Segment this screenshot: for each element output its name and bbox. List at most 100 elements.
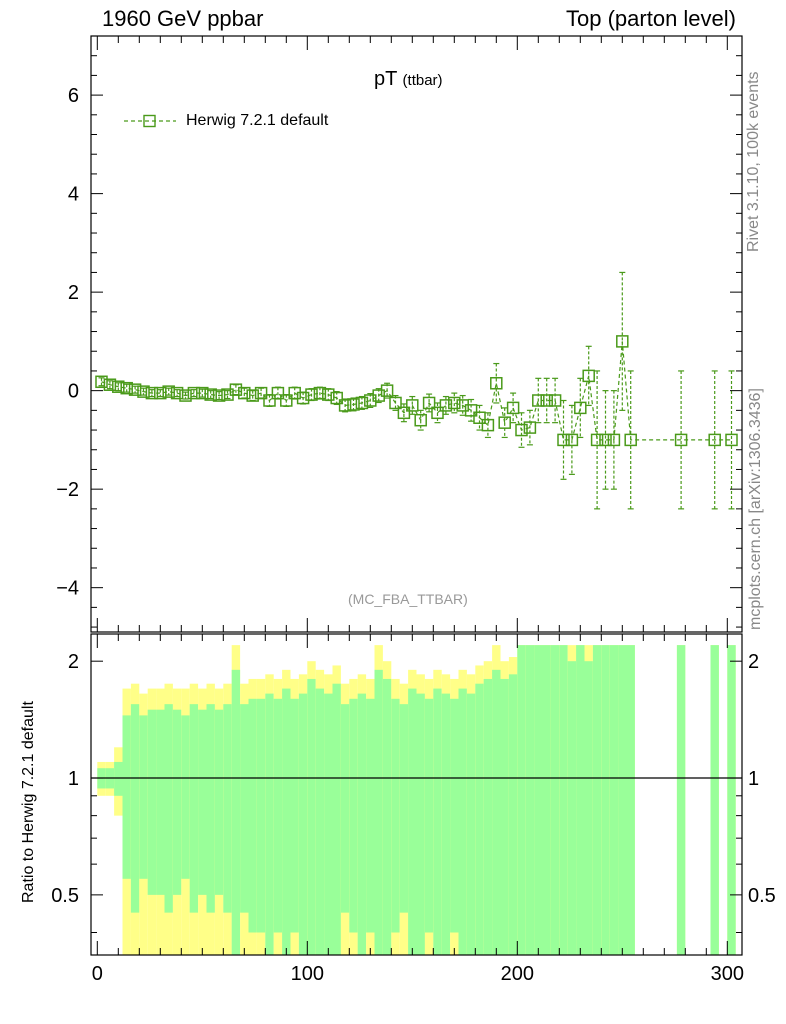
data-point [674, 433, 688, 447]
data-point [532, 394, 545, 407]
ratio-band-inner [156, 709, 165, 895]
plot-title-sub: (ttbar) [402, 72, 443, 89]
data-point [145, 386, 159, 400]
data-point [347, 398, 360, 411]
legend-marker-icon [124, 114, 176, 128]
ratio-y-tick-label-right: 2 [748, 651, 759, 673]
ratio-y-tick-label: 1 [68, 768, 79, 790]
data-point [406, 399, 419, 412]
ratio-band-inner [525, 645, 535, 955]
ratio-band-inner [214, 709, 224, 895]
data-point [305, 388, 318, 401]
ratio-bands [91, 645, 742, 955]
ratio-band-inner [382, 678, 392, 955]
main-series-points [95, 271, 738, 510]
ratio-band-inner [408, 688, 417, 955]
data-point [296, 391, 310, 405]
x-tick-label: 200 [501, 963, 534, 985]
data-point [330, 391, 343, 405]
data-point [103, 378, 117, 391]
ratio-band-inner [441, 693, 451, 955]
ratio-band-inner [424, 698, 434, 933]
ratio-band-inner [508, 674, 518, 955]
ratio-band-inner [500, 678, 509, 955]
header-left: 1960 GeV ppbar [102, 6, 264, 31]
data-point [112, 380, 125, 393]
data-point [95, 375, 108, 389]
data-point [506, 401, 520, 415]
data-point [389, 396, 402, 410]
data-point [397, 406, 411, 420]
analysis-watermark: (MC_FBA_TTBAR) [348, 591, 468, 607]
data-point [254, 386, 268, 400]
ratio-band-inner [315, 688, 325, 955]
ratio-band-inner [416, 693, 425, 955]
ratio-band-inner [458, 688, 467, 955]
ratio-band-inner [609, 645, 619, 955]
ratio-band-inner [172, 709, 182, 895]
ratio-band-inner [576, 645, 585, 955]
ratio-band-inner [290, 698, 299, 933]
data-point [490, 377, 503, 390]
main-y-tick-label: 4 [68, 184, 79, 206]
data-point [574, 401, 587, 415]
x-tick-label: 100 [291, 963, 324, 985]
ratio-band-inner [298, 693, 308, 955]
data-point [246, 389, 259, 402]
data-point [582, 369, 595, 383]
ratio-band-inner [710, 645, 719, 955]
data-point [473, 411, 486, 424]
x-tick-label: 300 [711, 963, 744, 985]
ratio-band-inner [181, 715, 190, 879]
ratio-band-inner [240, 704, 249, 913]
plot-title-main: pT [374, 68, 397, 90]
ratio-band-inner [324, 693, 333, 955]
ratio-band-inner [349, 698, 358, 933]
ratio-band-inner [139, 715, 148, 879]
ratio-band-inner [147, 709, 157, 895]
ratio-y-axis-label: Ratio to Herwig 7.2.1 default [20, 701, 37, 903]
data-point [263, 394, 276, 407]
data-point [725, 433, 738, 447]
ratio-band-inner [248, 698, 257, 933]
ratio-band-inner [340, 704, 350, 913]
ratio-band-inner [534, 645, 543, 955]
data-point [154, 386, 167, 400]
ratio-band-inner [114, 761, 123, 796]
data-point [380, 384, 394, 397]
data-point [548, 394, 562, 407]
data-point [498, 416, 511, 429]
ratio-band-inner [256, 698, 266, 933]
data-point [540, 394, 553, 407]
ratio-y-tick-label: 0.5 [51, 885, 79, 907]
rivet-version-label: Rivet 3.1.10, 100k events [745, 71, 762, 252]
ratio-band-inner [475, 683, 484, 955]
ratio-band-inner [366, 698, 375, 933]
ratio-band-inner [517, 645, 526, 955]
ratio-band-inner [676, 645, 686, 955]
data-point [464, 404, 478, 417]
ratio-band-inner [601, 645, 610, 955]
ratio-band-inner [122, 715, 131, 879]
ratio-y-tick-label-right: 1 [748, 768, 759, 790]
data-point [280, 394, 293, 407]
ratio-band-inner [433, 688, 442, 955]
ratio-band-inner [618, 645, 627, 955]
data-point [170, 386, 184, 400]
data-point [590, 433, 604, 447]
ratio-band-inner [130, 704, 140, 913]
main-y-tick-label: −2 [56, 479, 79, 501]
data-point [196, 386, 209, 400]
ratio-band-inner [550, 645, 560, 955]
header-right: Top (parton level) [566, 6, 736, 31]
ratio-band-inner [357, 693, 367, 955]
ratio-band-inner [559, 645, 568, 955]
ratio-band-inner [282, 688, 291, 955]
data-point [607, 433, 621, 447]
ratio-band-inner [307, 678, 316, 955]
data-point [557, 433, 570, 447]
ratio-band-inner [584, 661, 593, 955]
ratio-band-inner [189, 704, 199, 913]
data-point [212, 389, 226, 402]
x-tick-label: 0 [92, 963, 103, 985]
